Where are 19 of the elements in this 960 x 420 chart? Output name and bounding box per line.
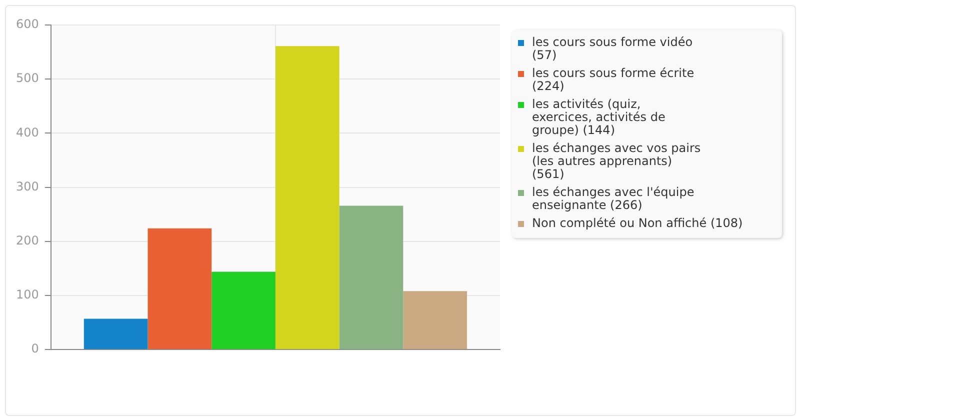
legend-label: les cours sous forme vidéo (57) xyxy=(532,35,694,62)
legend-label: les cours sous forme écrite (224) xyxy=(532,66,696,93)
y-tick-label: 300 xyxy=(16,179,39,194)
y-tick-label: 0 xyxy=(31,342,39,356)
bar xyxy=(339,206,404,350)
legend-label: les échanges avec l'équipe enseignante (266) xyxy=(532,185,696,212)
bar xyxy=(212,272,276,350)
y-tick-label: 100 xyxy=(16,288,39,302)
y-tick-label: 500 xyxy=(16,71,39,86)
legend-label: Non complété ou Non affiché (108) xyxy=(532,216,743,230)
legend-label: les échanges avec vos pairs (les autres apprenants) (561) xyxy=(532,141,702,181)
bar xyxy=(403,291,467,350)
bar xyxy=(275,46,340,350)
legend-label: les activités (quiz, exercices, activités de groupe) (144) xyxy=(532,97,666,137)
y-tick-label: 400 xyxy=(16,125,39,140)
bar xyxy=(84,318,148,350)
bar xyxy=(148,228,212,350)
y-tick-label: 200 xyxy=(16,234,39,248)
y-tick-label: 600 xyxy=(16,17,39,32)
